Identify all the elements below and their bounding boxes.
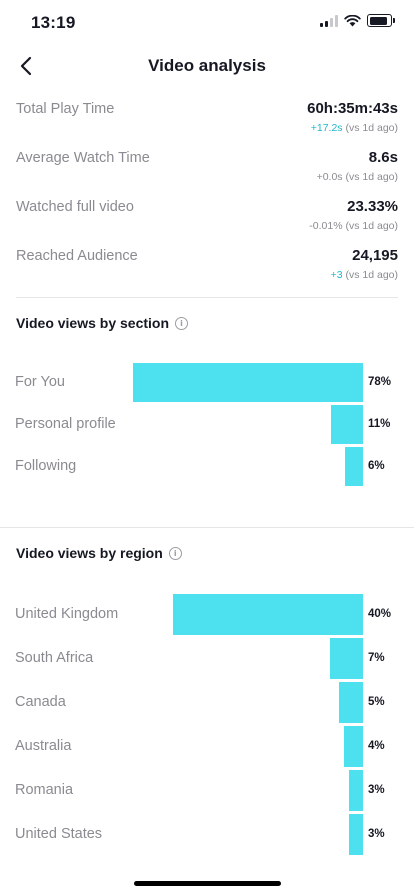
chevron-left-icon <box>20 56 32 76</box>
bar <box>339 682 363 723</box>
bar <box>344 726 363 767</box>
wifi-icon <box>344 14 361 26</box>
bar-percentage: 40% <box>368 607 392 620</box>
stat-delta-suffix: (vs 1d ago) <box>342 171 398 183</box>
bar-row: Australia 4% <box>0 726 414 767</box>
status-time: 13:19 <box>31 13 76 32</box>
stat-value: 8.6s <box>368 149 398 166</box>
bar-row: Romania 3% <box>0 770 414 811</box>
bar-row: South Africa 7% <box>0 638 414 679</box>
bar-label: South Africa <box>15 649 94 666</box>
bar-percentage: 3% <box>368 827 385 840</box>
stat-delta: +3 (vs 1d ago) <box>331 269 398 281</box>
stat-label: Total Play Time <box>16 101 115 117</box>
divider <box>16 297 398 298</box>
bar-label: United Kingdom <box>15 605 119 622</box>
bar-label: For You <box>15 373 65 390</box>
stat-delta-value: +3 <box>330 269 343 281</box>
bar-label: Romania <box>15 781 74 798</box>
bar <box>330 405 363 444</box>
bar-label: United States <box>15 825 103 842</box>
stat-delta: -0.01% (vs 1d ago) <box>309 220 398 232</box>
status-bar: 13:19 <box>0 0 414 48</box>
header: Video analysis <box>0 46 414 86</box>
bar-label: Australia <box>15 737 72 754</box>
home-indicator <box>134 881 281 886</box>
bar-label: Following <box>15 457 77 474</box>
bar-label: Personal profile <box>15 415 116 432</box>
bar-row: For You 78% <box>0 363 414 402</box>
bar <box>173 594 363 635</box>
bar-label: Canada <box>15 693 66 710</box>
stat-value: 23.33% <box>347 198 398 215</box>
page-title: Video analysis <box>148 56 266 75</box>
stat-delta-value: +0.0s <box>316 171 343 183</box>
bar-row: United Kingdom 40% <box>0 594 414 635</box>
bar-percentage: 4% <box>368 739 385 752</box>
bar <box>348 770 363 811</box>
stat-label: Average Watch Time <box>16 150 150 166</box>
stat-delta: +0.0s (vs 1d ago) <box>317 171 398 183</box>
battery-icon <box>367 14 395 27</box>
stat-delta: +17.2s (vs 1d ago) <box>311 122 398 134</box>
bar-row: Canada 5% <box>0 682 414 723</box>
info-icon[interactable]: i <box>175 316 189 330</box>
stat-delta-suffix: (vs 1d ago) <box>342 269 398 281</box>
section-title: Video views by region <box>16 545 163 561</box>
stat-label: Reached Audience <box>16 248 138 264</box>
bar-percentage: 78% <box>368 375 392 388</box>
bar-row: Personal profile 11% <box>0 405 414 444</box>
bar <box>133 363 363 402</box>
stat-delta-value: +17.2s <box>310 122 343 134</box>
info-icon[interactable]: i <box>168 546 182 560</box>
region-views-header: Video views by region i <box>16 545 182 561</box>
back-button[interactable] <box>12 52 40 80</box>
bar-percentage: 3% <box>368 783 385 796</box>
stat-total-play-time: Total Play Time 60h:35m:43s +17.2s (vs 1… <box>16 98 398 147</box>
stat-delta-suffix: (vs 1d ago) <box>342 122 398 134</box>
stats-list: Total Play Time 60h:35m:43s +17.2s (vs 1… <box>16 98 398 294</box>
bar-percentage: 11% <box>368 417 391 430</box>
cellular-signal-icon <box>320 14 338 27</box>
section-title: Video views by section <box>16 315 170 331</box>
bar-row: United States 3% <box>0 814 414 855</box>
stat-delta-suffix: (vs 1d ago) <box>342 220 398 232</box>
stat-label: Watched full video <box>16 199 134 215</box>
bar <box>345 447 363 486</box>
stat-value: 24,195 <box>352 247 398 264</box>
stat-delta-value: -0.01% <box>309 220 343 232</box>
bar-percentage: 7% <box>368 651 385 664</box>
bar-percentage: 5% <box>368 695 385 708</box>
bar <box>329 638 363 679</box>
stat-average-watch-time: Average Watch Time 8.6s +0.0s (vs 1d ago… <box>16 147 398 196</box>
status-icons <box>320 14 395 27</box>
stat-watched-full-video: Watched full video 23.33% -0.01% (vs 1d … <box>16 196 398 245</box>
section-views-header: Video views by section i <box>16 315 189 331</box>
section-divider <box>0 527 414 528</box>
bar <box>348 814 363 855</box>
bar-row: Following 6% <box>0 447 414 486</box>
stat-reached-audience: Reached Audience 24,195 +3 (vs 1d ago) <box>16 245 398 294</box>
bar-percentage: 6% <box>368 459 385 472</box>
stat-value: 60h:35m:43s <box>307 100 398 117</box>
